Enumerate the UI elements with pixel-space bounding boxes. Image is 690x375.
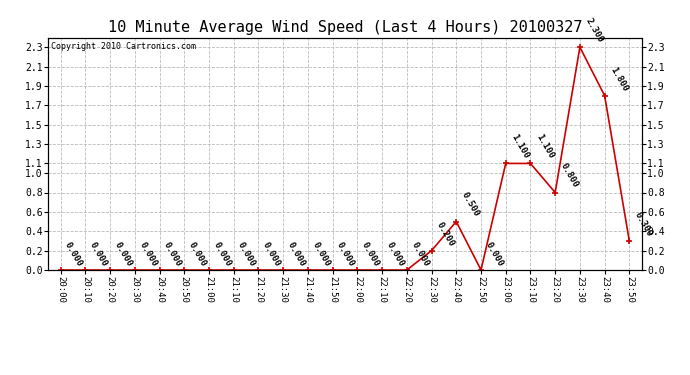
Text: 2.300: 2.300 [584,16,605,44]
Text: Copyright 2010 Cartronics.com: Copyright 2010 Cartronics.com [51,42,196,51]
Text: 0.000: 0.000 [112,240,134,268]
Text: 0.000: 0.000 [310,240,332,268]
Text: 0.000: 0.000 [384,240,406,268]
Text: 0.000: 0.000 [286,240,307,268]
Text: 0.800: 0.800 [559,162,580,190]
Text: 0.000: 0.000 [335,240,356,268]
Text: 1.800: 1.800 [609,65,629,93]
Text: 0.000: 0.000 [261,240,282,268]
Text: 1.100: 1.100 [534,133,555,160]
Text: 0.000: 0.000 [212,240,233,268]
Text: 1.100: 1.100 [509,133,531,160]
Text: 0.000: 0.000 [236,240,257,268]
Text: 0.300: 0.300 [633,210,654,238]
Text: 0.000: 0.000 [63,240,84,268]
Text: 0.000: 0.000 [409,240,431,268]
Text: 0.000: 0.000 [187,240,208,268]
Text: 0.000: 0.000 [484,240,504,268]
Text: 0.200: 0.200 [435,220,457,248]
Text: 0.500: 0.500 [460,191,481,219]
Text: 0.000: 0.000 [88,240,109,268]
Text: 0.000: 0.000 [360,240,381,268]
Text: 0.000: 0.000 [162,240,184,268]
Title: 10 Minute Average Wind Speed (Last 4 Hours) 20100327: 10 Minute Average Wind Speed (Last 4 Hou… [108,20,582,35]
Text: 0.000: 0.000 [137,240,159,268]
